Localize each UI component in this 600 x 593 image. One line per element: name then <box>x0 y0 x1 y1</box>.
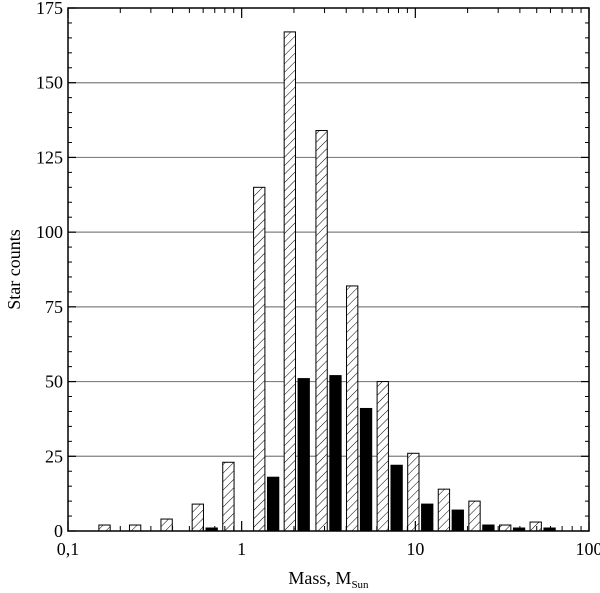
x-axis-label: Mass, MSun <box>288 568 369 591</box>
y-tick-label-175: 175 <box>36 0 63 18</box>
bar-hatched-13 <box>468 500 481 532</box>
x-tick-label-10: 10 <box>406 539 424 559</box>
bar-hatched-11 <box>407 452 420 532</box>
bar-hatched-2 <box>128 524 142 532</box>
bar-hatched-3 <box>160 518 173 532</box>
y-tick-label-50: 50 <box>45 372 63 392</box>
plot-frame <box>67 7 590 532</box>
bar-hatched-8 <box>315 130 328 532</box>
bar-solid-11 <box>421 503 434 532</box>
bar-solid-7 <box>297 378 310 532</box>
bar-solid-6 <box>266 476 280 532</box>
bar-solid-8 <box>329 375 342 532</box>
bar-solid-9 <box>359 407 373 532</box>
x-tick-label-1: 1 <box>237 539 246 559</box>
gridlines <box>68 82 589 457</box>
bar-hatched-12 <box>437 488 451 532</box>
bar-hatched-10 <box>376 381 389 532</box>
x-axis-label-main: Mass, M <box>288 568 351 588</box>
bar-hatched-4 <box>191 503 204 532</box>
bar-hatched-6 <box>253 186 266 532</box>
bar-hatched-7 <box>283 31 296 532</box>
axis-ticks: 0 25 50 75 100 125 150 175 0,1 1 10 100 <box>36 0 600 559</box>
bar-solid-10 <box>390 464 403 532</box>
bar-hatched-5 <box>222 461 235 532</box>
bar-hatched-1 <box>98 524 111 532</box>
bar-solid-13 <box>482 524 495 532</box>
bar-solid-12 <box>451 509 464 532</box>
y-axis-label: Star counts <box>4 229 24 310</box>
x-axis-label-subscript: Sun <box>351 579 369 591</box>
y-tick-label-0: 0 <box>54 521 63 541</box>
y-tick-label-100: 100 <box>36 222 63 242</box>
y-tick-label-75: 75 <box>45 297 63 317</box>
bars <box>98 31 556 532</box>
y-tick-label-25: 25 <box>45 446 63 466</box>
bar-hatched-9 <box>346 285 359 532</box>
y-tick-label-125: 125 <box>36 147 63 167</box>
bar-hatched-14 <box>499 524 512 532</box>
y-tick-label-150: 150 <box>36 73 63 93</box>
x-tick-label-0,1: 0,1 <box>57 539 80 559</box>
bar-hatched-15 <box>529 521 542 532</box>
x-tick-label-100: 100 <box>576 539 600 559</box>
